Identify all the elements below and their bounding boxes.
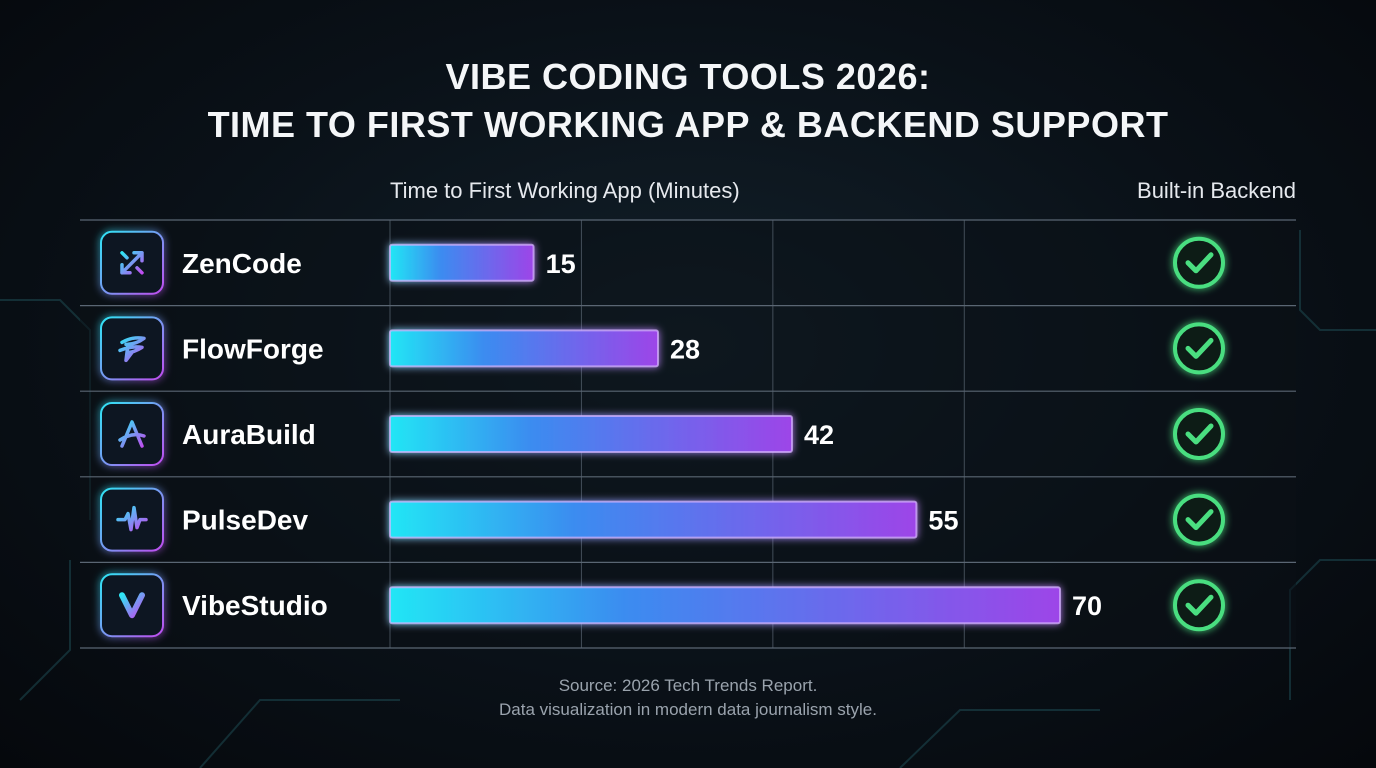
value-label: 15 — [546, 249, 576, 279]
v-logo-icon — [100, 573, 164, 638]
chart-row: ZenCode 15 — [100, 230, 1225, 295]
category-label: PulseDev — [182, 505, 308, 536]
value-label: 42 — [804, 420, 834, 450]
arrows-diagonal-icon — [100, 230, 164, 295]
value-label: 28 — [670, 334, 700, 364]
style-note: Data visualization in modern data journa… — [499, 700, 877, 719]
check-circle-icon — [1173, 408, 1225, 460]
value-label: 55 — [928, 506, 958, 536]
check-circle-icon — [1173, 493, 1225, 546]
bar — [389, 329, 659, 368]
a-logo-icon — [100, 402, 164, 466]
check-circle-icon — [1173, 579, 1225, 632]
chart-row: VibeStudio 70 — [100, 573, 1225, 638]
chart-row: FlowForge 28 — [100, 316, 1225, 381]
check-circle-icon — [1173, 322, 1225, 375]
time-column-header: Time to First Working App (Minutes) — [390, 178, 740, 203]
bar — [389, 243, 535, 282]
bar — [389, 586, 1061, 625]
value-label: 70 — [1072, 591, 1102, 621]
f-logo-icon — [100, 316, 164, 381]
pulse-wave-icon — [100, 487, 164, 552]
source-note: Source: 2026 Tech Trends Report. — [558, 676, 818, 695]
category-label: AuraBuild — [182, 419, 316, 450]
check-circle-icon — [1173, 236, 1225, 289]
category-label: ZenCode — [182, 248, 302, 279]
chart-row: PulseDev 55 — [100, 487, 1225, 552]
backend-column-header: Built-in Backend — [1137, 178, 1296, 203]
category-label: VibeStudio — [182, 590, 328, 621]
category-label: FlowForge — [182, 333, 324, 364]
bar — [389, 500, 918, 539]
chart-title-line1: VIBE CODING TOOLS 2026: — [445, 56, 931, 97]
bar — [389, 415, 793, 453]
chart-title-line2: TIME TO FIRST WORKING APP & BACKEND SUPP… — [207, 104, 1169, 145]
chart-row: AuraBuild 42 — [100, 402, 1225, 466]
